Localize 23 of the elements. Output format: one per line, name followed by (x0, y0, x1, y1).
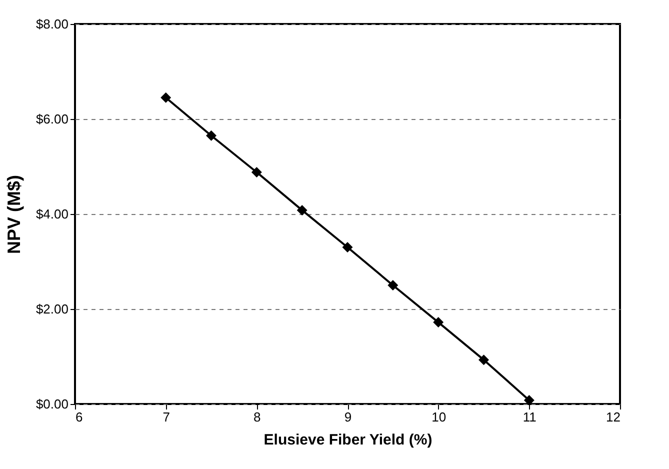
x-tick-label: 10 (432, 410, 446, 424)
y-tick-label: $8.00 (36, 16, 68, 32)
point (206, 130, 216, 141)
point (478, 354, 489, 366)
point (251, 166, 262, 178)
point (296, 204, 308, 216)
point (524, 394, 534, 406)
x-tick-label: 12 (606, 410, 620, 424)
x-tick-label: 6 (76, 410, 83, 424)
y-axis-title: NPV (M$) (4, 174, 24, 254)
x-tick-label: 9 (344, 410, 352, 424)
x-tick-label: 8 (254, 410, 261, 424)
y-tick-label: $2.00 (36, 302, 68, 316)
point (160, 92, 172, 103)
point (388, 280, 398, 290)
point (342, 242, 353, 252)
x-tick-label: 11 (522, 410, 536, 424)
x-tick-label: 7 (162, 410, 170, 424)
y-tick-label: $4.00 (36, 206, 68, 222)
point (433, 317, 444, 328)
y-tick-label: $0.00 (36, 396, 68, 412)
y-tick-label: $6.00 (36, 112, 68, 126)
x-axis-title: Elusieve Fiber Yield (%) (264, 432, 432, 448)
